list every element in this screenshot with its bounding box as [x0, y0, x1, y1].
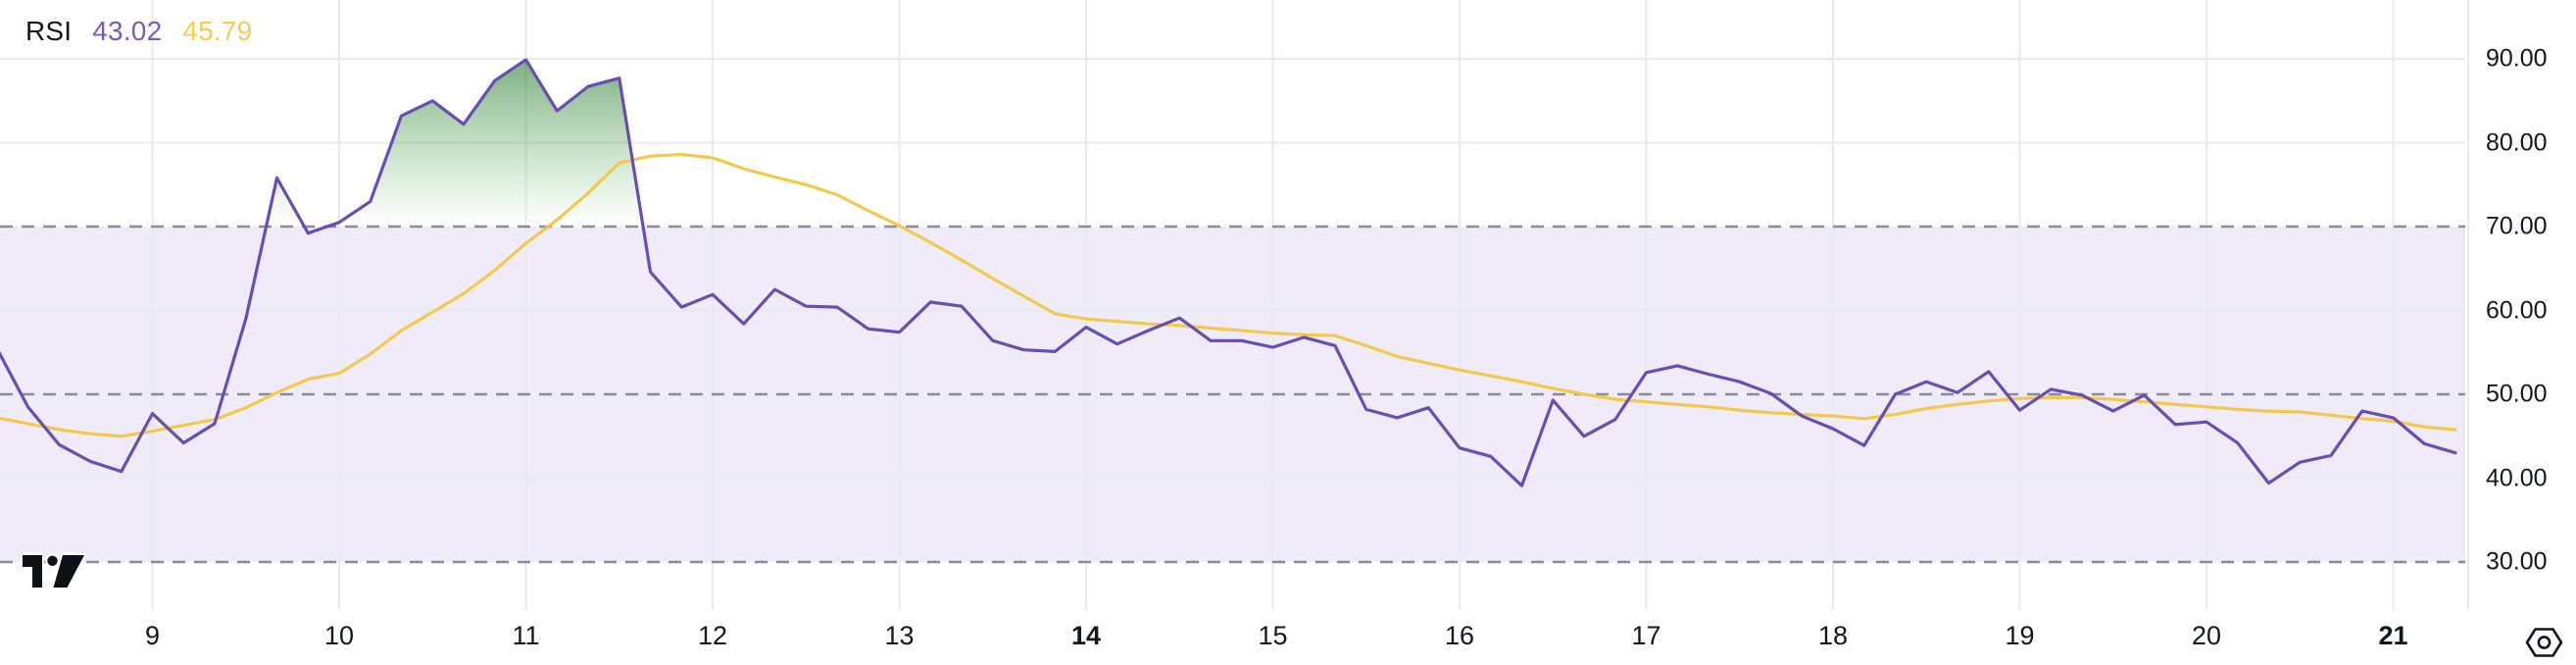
x-axis-label-19: 19: [2005, 621, 2035, 650]
x-axis-label-20: 20: [2191, 621, 2222, 650]
rsi-value: 43.02: [92, 16, 163, 46]
y-axis-label-90: 90.00: [2486, 44, 2548, 73]
indicator-header[interactable]: RSI 43.02 45.79: [25, 16, 252, 47]
y-axis-label-70: 70.00: [2486, 212, 2548, 240]
y-axis-label-30: 30.00: [2486, 547, 2548, 576]
x-axis-label-14: 14: [1070, 621, 1102, 650]
x-axis-label-16: 16: [1444, 621, 1475, 650]
gear-hexagon-icon: [2525, 628, 2563, 657]
indicator-title: RSI: [25, 16, 73, 46]
settings-icon[interactable]: [2525, 627, 2564, 660]
limit-lines: [0, 225, 2465, 564]
x-axis-label-9: 9: [144, 621, 161, 650]
x-axis-label-18: 18: [1817, 621, 1849, 650]
tradingview-logo-icon: [21, 553, 86, 589]
x-axis-label-15: 15: [1258, 621, 1288, 650]
ma-value: 45.79: [182, 16, 253, 46]
x-axis-label-13: 13: [884, 621, 915, 650]
rsi-line: [0, 58, 2457, 487]
overbought-region: [326, 59, 644, 228]
y-axis-label-60: 60.00: [2486, 296, 2548, 324]
y-axis-label-50: 50.00: [2486, 380, 2548, 408]
plot-lines: [0, 58, 2457, 487]
y-axis-label-80: 80.00: [2486, 128, 2548, 156]
x-axis-label-21: 21: [2378, 621, 2408, 650]
x-axis-label-10: 10: [323, 621, 355, 650]
ma-line: [0, 152, 2457, 438]
x-axis-label-11: 11: [512, 621, 540, 650]
x-axis-label-12: 12: [697, 621, 728, 650]
y-axis-label-40: 40.00: [2486, 464, 2548, 491]
tradingview-logo[interactable]: [20, 549, 90, 592]
x-axis-label-17: 17: [1631, 621, 1661, 650]
